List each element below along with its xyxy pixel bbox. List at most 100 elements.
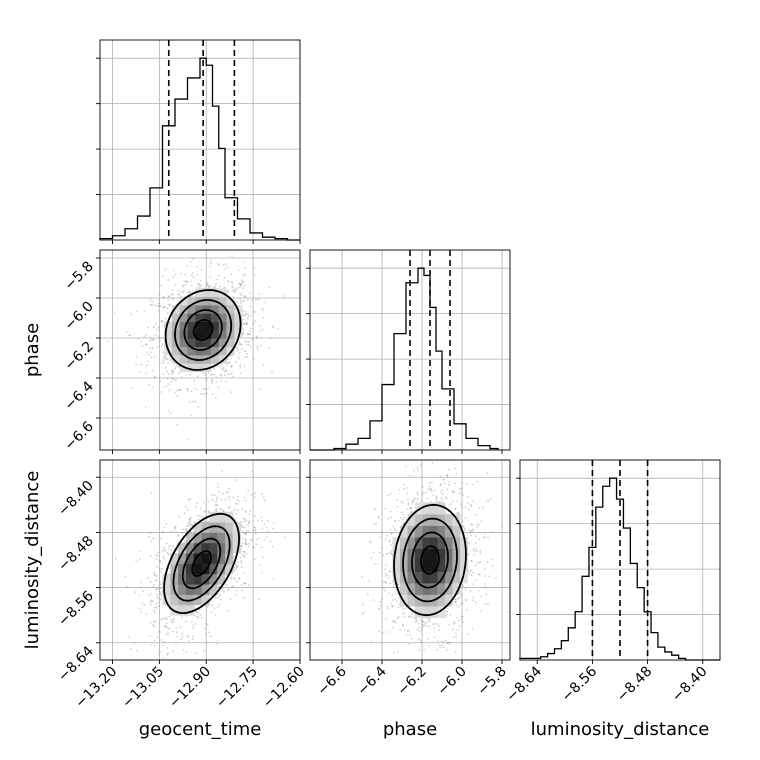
density-cell — [218, 346, 227, 356]
scatter-point — [440, 491, 442, 493]
scatter-point — [219, 593, 222, 596]
scatter-point — [380, 604, 382, 607]
scatter-point — [184, 284, 187, 286]
scatter-point — [162, 351, 164, 354]
scatter-point — [156, 596, 159, 599]
scatter-point — [141, 345, 144, 348]
scatter-point — [387, 592, 390, 595]
scatter-point — [421, 623, 424, 626]
scatter-point — [166, 653, 169, 656]
scatter-point — [256, 348, 259, 351]
y-tick-label: −8.64 — [55, 643, 97, 685]
scatter-point — [198, 283, 201, 286]
scatter-point — [239, 284, 242, 286]
scatter-point — [486, 560, 489, 563]
scatter-point — [461, 615, 464, 618]
scatter-point — [466, 495, 469, 498]
scatter-point — [199, 279, 202, 282]
scatter-point — [404, 516, 406, 519]
scatter-point — [220, 364, 223, 367]
scatter-point — [215, 498, 218, 501]
contour-line — [181, 537, 222, 590]
scatter-point — [235, 564, 237, 566]
scatter-point — [244, 341, 247, 343]
scatter-point — [242, 571, 245, 574]
scatter-point — [188, 518, 191, 521]
scatter-point — [150, 351, 152, 354]
scatter-point — [416, 491, 419, 494]
density-cell — [201, 542, 210, 554]
scatter-point — [491, 531, 494, 533]
scatter-point — [391, 594, 394, 596]
density-cell — [209, 511, 218, 523]
scatter-point — [234, 479, 237, 481]
scatter-point — [462, 584, 465, 587]
scatter-point — [391, 605, 394, 607]
scatter-point — [474, 542, 477, 545]
scatter-point — [233, 576, 236, 579]
scatter-point — [161, 617, 164, 620]
density-cell — [460, 537, 468, 549]
scatter-point — [245, 323, 248, 326]
scatter-point — [417, 638, 420, 640]
scatter-point — [252, 358, 255, 360]
scatter-point — [149, 643, 152, 646]
scatter-point — [154, 376, 156, 379]
scatter-point — [487, 500, 490, 503]
density-cell — [430, 537, 438, 549]
scatter-point — [471, 599, 474, 602]
scatter-point — [472, 548, 475, 551]
density-cell — [201, 573, 210, 585]
scatter-point — [381, 530, 384, 533]
scatter-point — [170, 545, 173, 548]
density-cell — [195, 338, 204, 348]
scatter-point — [239, 364, 242, 366]
scatter-point — [175, 364, 178, 367]
scatter-point — [461, 593, 464, 596]
scatter-point — [206, 282, 209, 284]
scatter-point — [454, 467, 457, 470]
scatter-point — [193, 380, 196, 382]
scatter-point — [467, 542, 470, 544]
density-cell — [203, 363, 212, 373]
contour-line — [172, 525, 231, 602]
scatter-point — [138, 550, 141, 553]
scatter-point — [233, 578, 236, 581]
scatter-point — [197, 375, 199, 378]
density-cell — [422, 560, 431, 572]
scatter-point — [465, 609, 468, 612]
scatter-point — [174, 668, 176, 670]
scatter-point — [149, 634, 152, 637]
scatter-point — [135, 310, 138, 313]
scatter-point — [227, 487, 230, 490]
scatter-point — [154, 588, 157, 591]
scatter-point — [191, 524, 194, 527]
scatter-point — [454, 508, 457, 511]
scatter-point — [199, 613, 202, 616]
scatter-point — [235, 580, 238, 583]
density-cell — [225, 553, 234, 564]
scatter-point — [147, 594, 150, 597]
scatter-point — [192, 271, 194, 274]
scatter-point — [222, 368, 225, 371]
scatter-point — [461, 602, 464, 605]
scatter-point — [428, 481, 431, 484]
scatter-point — [171, 288, 174, 291]
scatter-point — [234, 290, 236, 293]
scatter-point — [185, 525, 188, 527]
scatter-point — [405, 465, 407, 468]
scatter-point — [214, 285, 217, 288]
scatter-point — [227, 290, 230, 293]
density-cell — [178, 604, 187, 616]
scatter-point — [474, 579, 477, 582]
density-cell — [195, 330, 204, 339]
scatter-point — [153, 376, 156, 378]
scatter-point — [196, 273, 199, 276]
scatter-point — [157, 654, 160, 657]
scatter-point — [393, 528, 396, 531]
scatter-point — [241, 537, 244, 540]
scatter-point — [377, 516, 380, 519]
density-cell — [218, 296, 227, 306]
scatter-point — [155, 575, 158, 577]
scatter-point — [222, 510, 225, 512]
